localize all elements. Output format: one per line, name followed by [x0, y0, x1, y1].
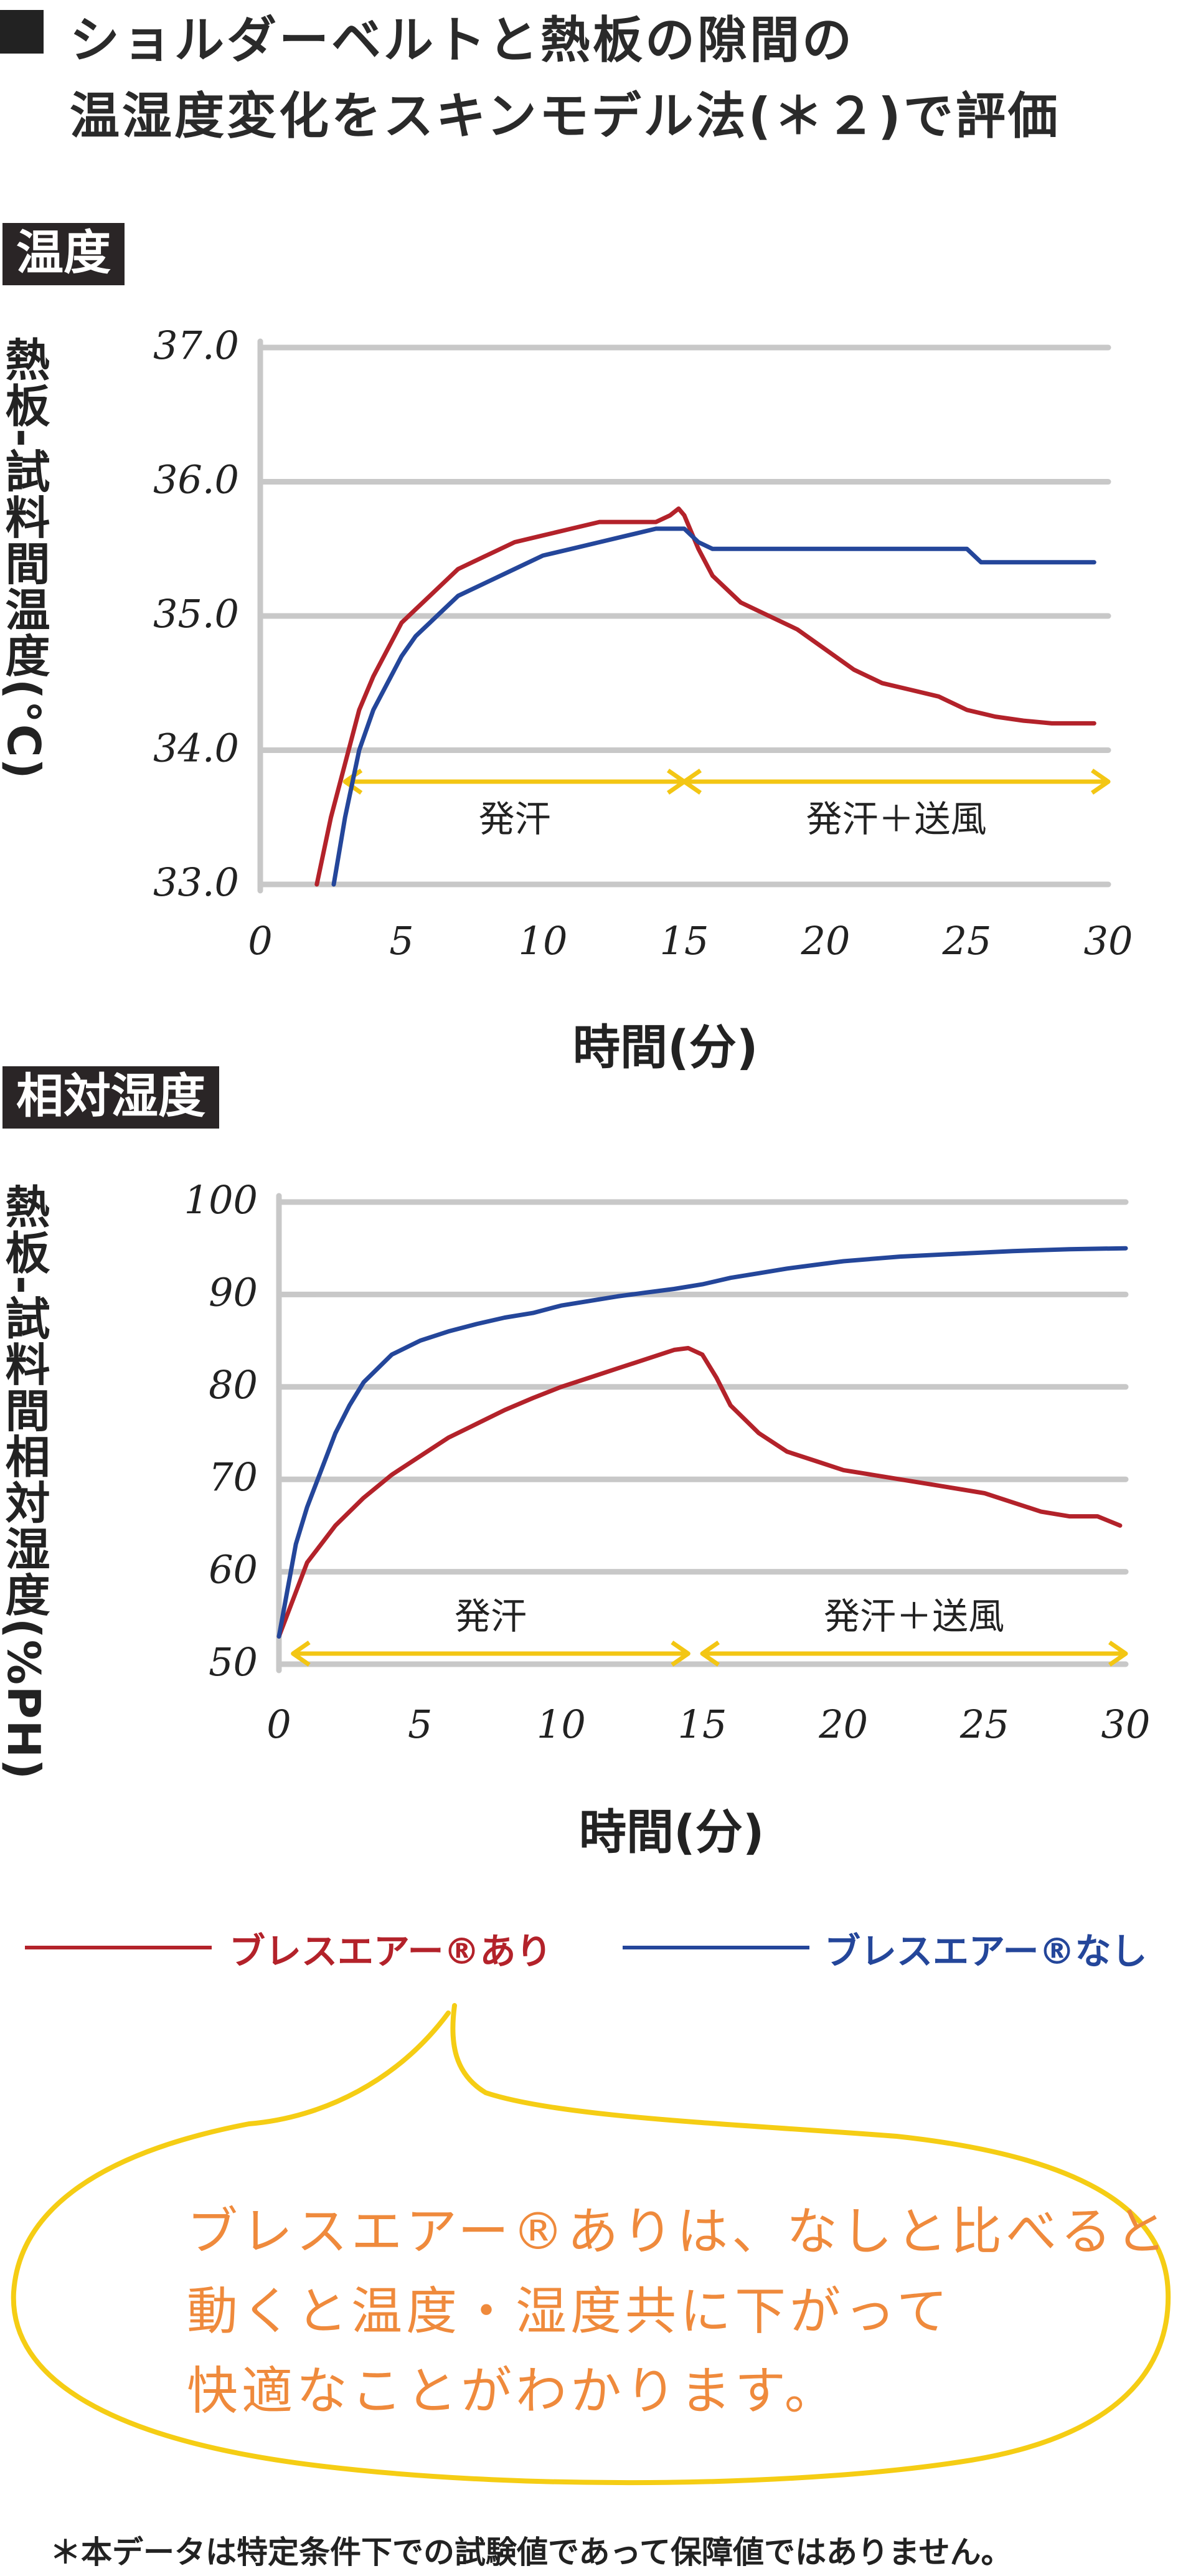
y-tick-label: 80	[209, 1362, 258, 1408]
section-tag-temperature: 温度	[2, 223, 125, 285]
x-tick-label: 20	[818, 1702, 868, 1747]
disclaimer-note: ＊本データは特定条件下での試験値であって保障値ではありません。	[50, 2534, 1012, 2570]
phase-arrow-head-right	[671, 1641, 690, 1667]
y-tick-label: 90	[209, 1269, 258, 1315]
phase-label: 発汗	[455, 1595, 527, 1637]
phase-arrow-head-right	[1108, 1641, 1128, 1667]
phase-label: 発汗	[479, 798, 551, 840]
page-title-line-2: 温湿度変化をスキンモデル法(＊２)で評価	[70, 87, 1060, 145]
speech-bubble-outline	[11, 2003, 1171, 2486]
series-line	[331, 526, 1096, 887]
bubble-text-line-2: 動くと温度・湿度共に下がって	[187, 2282, 951, 2341]
x-tick-label: 30	[1084, 918, 1133, 964]
temperature-y-axis-label: 熱板-試料間温度(°C)	[0, 336, 50, 780]
x-tick-label: 20	[801, 918, 851, 964]
series-line	[276, 1346, 1123, 1639]
x-tick-label: 10	[537, 1702, 586, 1747]
x-tick-label: 5	[389, 918, 413, 964]
legend-label-without: ブレスエアー®なし	[824, 1930, 1148, 1972]
temperature-x-axis-label: 時間(分)	[573, 1020, 758, 1075]
x-tick-label: 0	[266, 1702, 291, 1747]
y-tick-label: 60	[209, 1547, 258, 1593]
y-tick-label: 34.0	[153, 726, 239, 771]
x-tick-label: 15	[678, 1702, 727, 1747]
title-bullet-square	[0, 10, 44, 54]
legend-line-with	[25, 1946, 212, 1949]
page-title-line-1: ショルダーベルトと熱板の隙間の	[70, 11, 854, 69]
y-tick-label: 33.0	[153, 859, 239, 905]
x-tick-label: 0	[248, 918, 272, 964]
bubble-text-line-1: ブレスエアー®ありは、なしと比べると	[187, 2202, 1171, 2261]
speech-bubble	[11, 2003, 1171, 2486]
y-tick-label: 35.0	[153, 591, 239, 637]
legend-line-without	[623, 1946, 809, 1949]
phase-arrow-head-right	[1091, 769, 1111, 795]
y-tick-label: 36.0	[153, 457, 239, 503]
legend-label-with: ブレスエアー®あり	[229, 1930, 552, 1972]
phase-label: 発汗＋送風	[806, 798, 986, 840]
series-line	[314, 506, 1096, 887]
y-tick-label: 70	[209, 1454, 258, 1500]
y-tick-label: 37.0	[153, 324, 239, 368]
temperature-chart: 33.0 34.0 35.0 36.0 37.0 0 5 10 15 20 25 30 発汗 発汗＋送風	[153, 324, 1133, 964]
phase-arrow-head-left	[700, 1641, 720, 1667]
humidity-chart: 50 60 70 80 90 100 0 5 10 15 20 25 30 発汗 発汗＋送風	[184, 1177, 1151, 1747]
y-tick-label: 100	[184, 1177, 258, 1223]
phase-arrow-head-left	[291, 1641, 311, 1667]
x-tick-label: 15	[660, 918, 709, 964]
y-tick-label: 50	[209, 1639, 258, 1685]
humidity-y-axis-label: 熱板-試料間相対湿度(%PH)	[0, 1183, 50, 1781]
x-tick-label: 25	[942, 918, 992, 964]
bubble-text-line-3: 快適なことがわかります。	[187, 2362, 839, 2421]
x-tick-label: 5	[408, 1702, 432, 1747]
x-tick-label: 30	[1101, 1702, 1151, 1747]
x-tick-label: 10	[519, 918, 568, 964]
phase-arrow-head-left	[682, 769, 702, 795]
x-tick-label: 25	[959, 1702, 1009, 1747]
humidity-x-axis-label: 時間(分)	[579, 1804, 765, 1860]
phase-label: 発汗＋送風	[824, 1595, 1004, 1637]
section-tag-humidity: 相対湿度	[2, 1066, 219, 1129]
series-line	[276, 1246, 1128, 1639]
